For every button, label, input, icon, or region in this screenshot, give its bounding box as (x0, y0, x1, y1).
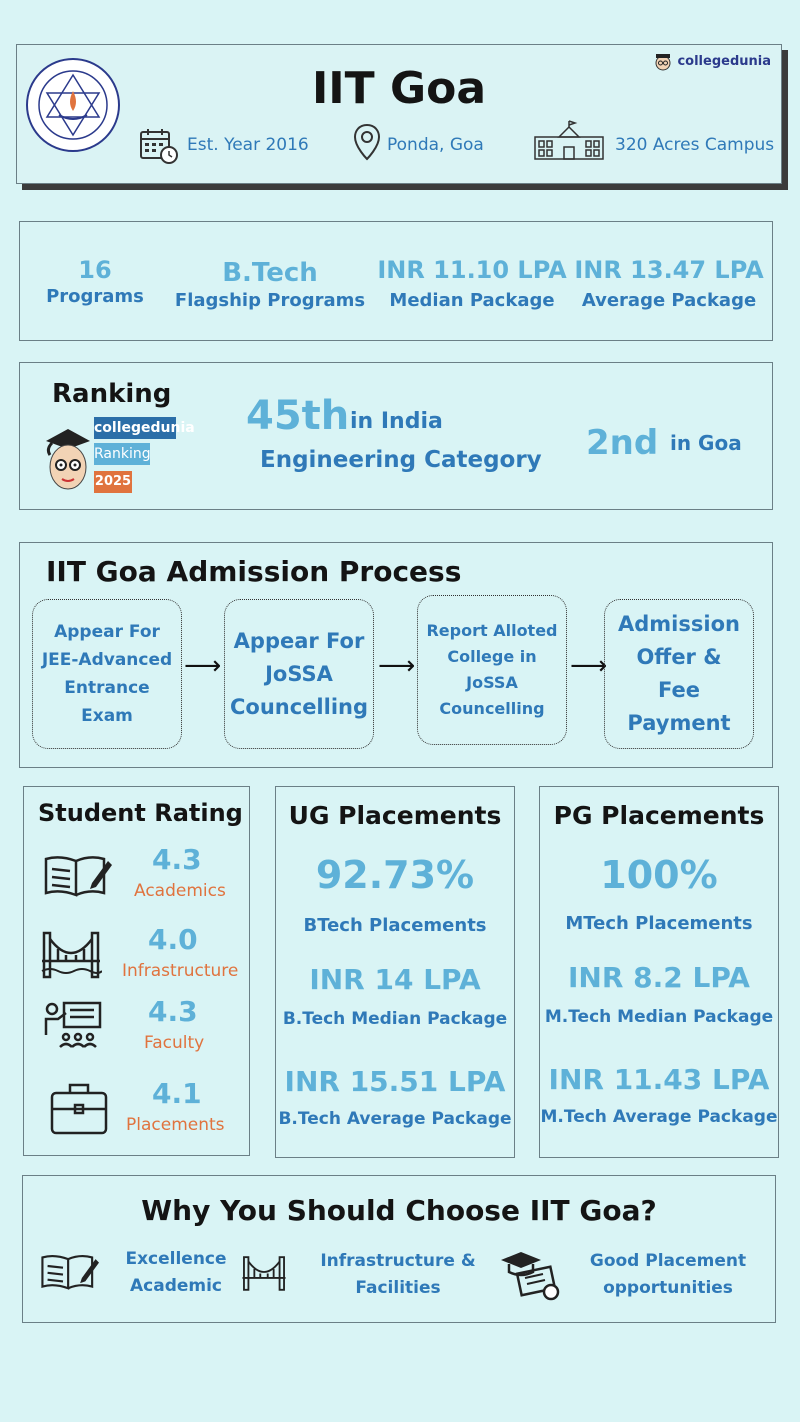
mascot-icon (46, 429, 90, 490)
rank-india-label: in India (350, 409, 443, 434)
teacher-icon (44, 1001, 102, 1048)
pg-average: INR 11.43 LPA (548, 1063, 770, 1096)
admission-step-2: Appear For JoSSA Councelling (224, 599, 374, 749)
graduation-certificate-icon (501, 1252, 560, 1301)
book-icon (41, 1254, 99, 1290)
rating-title: Student Rating (38, 799, 243, 827)
iit-goa-seal-logo (26, 58, 120, 152)
admission-title: IIT Goa Admission Process (46, 555, 462, 588)
calendar-icon (140, 129, 178, 164)
rank-category: Engineering Category (260, 447, 542, 473)
step-label: Report Alloted College in JoSSA Councell… (426, 621, 558, 718)
admission-card: IIT Goa Admission Process Appear For JEE… (19, 542, 773, 768)
arrow-right-icon: ⟶ (378, 651, 416, 681)
pg-average-label: M.Tech Average Package (540, 1107, 778, 1127)
pg-median: INR 8.2 LPA (568, 961, 750, 994)
rating-value: 4.3 (148, 995, 198, 1028)
ranking-title: Ranking (52, 379, 172, 409)
stat-value: 16 (78, 256, 112, 284)
student-rating-card: Student Rating 4.3 Academics 4.0 Infrast… (23, 786, 250, 1156)
pg-placements-card: PG Placements 100% MTech Placements INR … (539, 786, 779, 1158)
pg-title: PG Placements (553, 801, 765, 830)
admission-step-4: Admission Offer & Fee Payment (604, 599, 754, 749)
book-icon (44, 856, 112, 897)
bridge-icon (41, 931, 102, 979)
pg-median-label: M.Tech Median Package (544, 1007, 774, 1027)
admission-step-1: Appear For JEE-Advanced Entrance Exam (32, 599, 182, 749)
stat-label: Flagship Programs (174, 290, 366, 311)
why-label-line2: Academic (129, 1276, 223, 1296)
why-label-line2: opportunities (603, 1278, 733, 1298)
rating-label: Faculty (144, 1033, 205, 1053)
why-label-line1: Good Placement (589, 1251, 747, 1271)
ug-placements-card: UG Placements 92.73% BTech Placements IN… (275, 786, 515, 1158)
mascot-icon (655, 54, 671, 71)
rating-label: Academics (134, 881, 226, 901)
badge-brand: collegedunia (94, 417, 195, 439)
stat-label: Average Package (581, 290, 757, 311)
rating-value: 4.3 (152, 843, 202, 876)
briefcase-icon (50, 1083, 108, 1135)
pg-placement-label: MTech Placements (565, 913, 753, 934)
stat-value: INR 13.47 LPA (574, 256, 764, 284)
ug-placement-percent: 92.73% (315, 853, 475, 897)
ranking-card: Ranking collegedunia Ranking 2025 45th i… (19, 362, 773, 510)
campus-size: 320 Acres Campus (615, 135, 775, 155)
rank-goa: 2nd (586, 423, 659, 463)
why-choose-card: Why You Should Choose IIT Goa? Excellenc… (22, 1175, 776, 1323)
why-title: Why You Should Choose IIT Goa? (141, 1194, 657, 1227)
stat-programs: 16 Programs (30, 256, 160, 307)
stat-label: Median Package (389, 290, 555, 311)
why-label-line1: Infrastructure & (320, 1251, 476, 1271)
ug-median: INR 14 LPA (309, 963, 481, 996)
page-title: IIT Goa (311, 63, 487, 114)
collegedunia-brand: collegedunia (653, 51, 771, 71)
arrow-right-icon: ⟶ (184, 651, 222, 681)
badge-year: 2025 (94, 471, 132, 493)
stat-value: INR 11.10 LPA (377, 256, 567, 284)
pg-placement-percent: 100% (600, 853, 718, 897)
stat-median-package: INR 11.10 LPA Median Package (372, 256, 572, 311)
campus-building-icon (534, 120, 604, 160)
location-pin-icon (353, 123, 381, 161)
stats-card: 16 Programs B.Tech Flagship Programs INR… (19, 221, 773, 341)
why-label-line1: Excellence (125, 1249, 227, 1269)
ug-title: UG Placements (288, 801, 502, 830)
arrow-right-icon: ⟶ (570, 651, 608, 681)
rating-label: Placements (126, 1115, 225, 1135)
step-label: Appear For JEE-Advanced Entrance Exam (41, 622, 173, 726)
why-item-infrastructure: Infrastructure & Facilities (313, 1248, 483, 1302)
location: Ponda, Goa (387, 135, 484, 155)
rating-label: Infrastructure (122, 961, 239, 981)
rating-value: 4.0 (148, 923, 198, 956)
step-label: Appear For JoSSA Councelling (230, 628, 369, 719)
ug-placement-label: BTech Placements (303, 915, 487, 936)
ug-average-label: B.Tech Average Package (278, 1109, 512, 1129)
rating-value: 4.1 (152, 1077, 202, 1110)
rank-goa-label: in Goa (670, 431, 742, 455)
stat-value: B.Tech (222, 258, 318, 288)
established-year: Est. Year 2016 (187, 135, 309, 155)
header-card: IIT Goa collegedunia Est. Year 2016 Pond… (16, 44, 782, 184)
brand-name: collegedunia (677, 53, 771, 69)
why-item-academic: Excellence Academic (111, 1246, 241, 1300)
badge-ranking: Ranking (94, 443, 151, 465)
step-label: Admission Offer & Fee Payment (618, 612, 740, 735)
stat-label: Programs (46, 286, 144, 307)
bridge-icon (242, 1256, 286, 1291)
why-item-placement: Good Placement opportunities (583, 1248, 753, 1302)
stat-flagship: B.Tech Flagship Programs (170, 258, 370, 311)
ug-average: INR 15.51 LPA (284, 1065, 506, 1098)
ug-median-label: B.Tech Median Package (282, 1009, 508, 1029)
stat-average-package: INR 13.47 LPA Average Package (566, 256, 772, 311)
why-label-line2: Facilities (355, 1278, 441, 1298)
admission-step-3: Report Alloted College in JoSSA Councell… (417, 595, 567, 745)
rank-india: 45th (246, 393, 350, 439)
